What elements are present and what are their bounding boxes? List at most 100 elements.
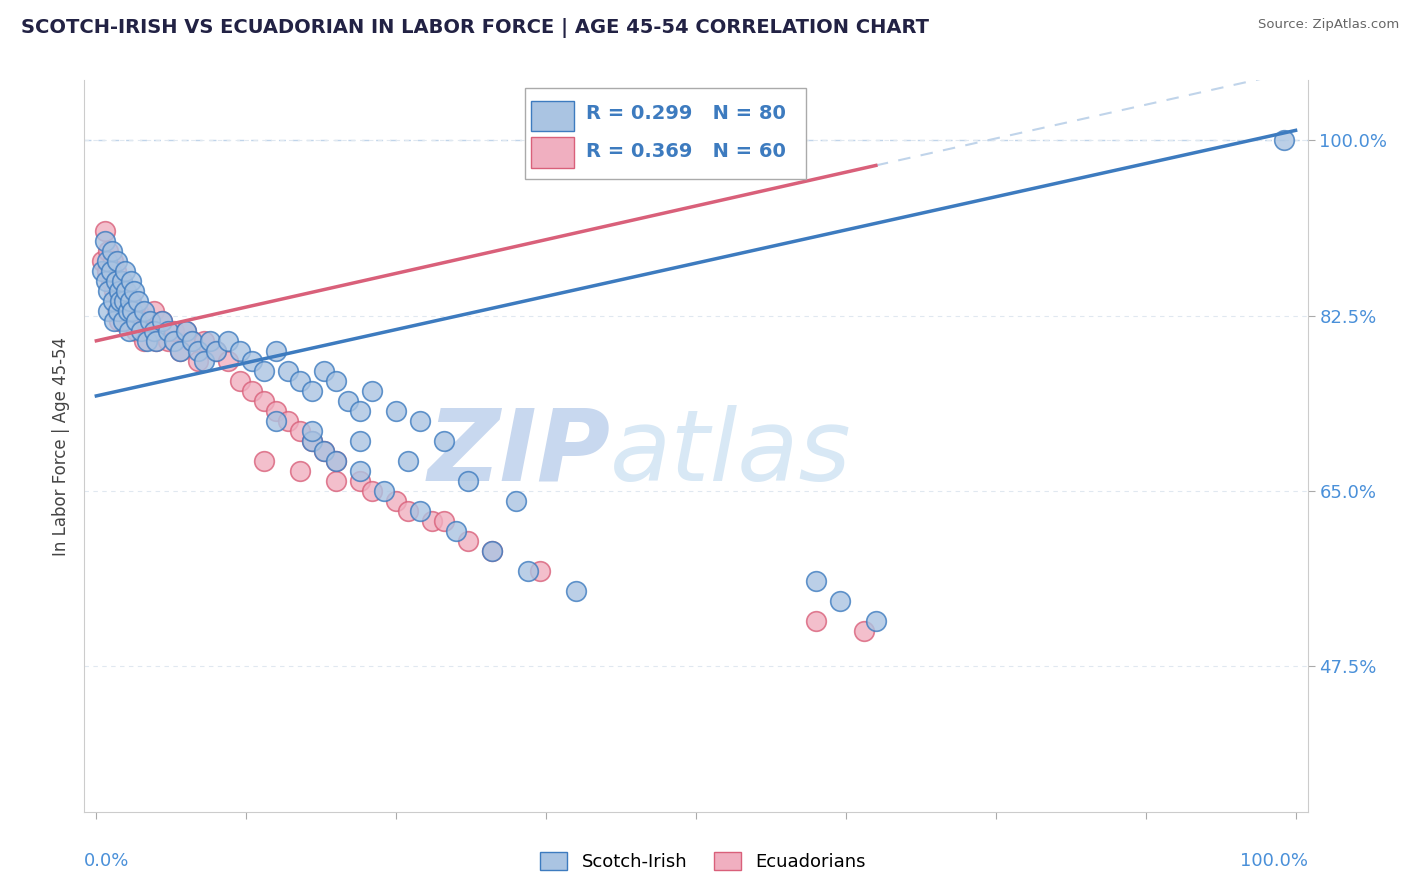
Point xyxy=(105,303,128,318)
Point xyxy=(134,303,156,318)
Point xyxy=(205,343,228,358)
Point xyxy=(264,404,287,418)
Point xyxy=(157,324,180,338)
Point xyxy=(481,544,503,558)
Point xyxy=(94,234,117,248)
Point xyxy=(111,303,134,318)
Point xyxy=(277,414,299,428)
Point xyxy=(349,404,371,418)
Text: R = 0.369   N = 60: R = 0.369 N = 60 xyxy=(586,142,786,161)
Point xyxy=(852,624,875,639)
Point xyxy=(396,454,419,468)
Point xyxy=(107,303,129,318)
Point xyxy=(150,314,173,328)
Point xyxy=(517,564,540,578)
Point xyxy=(240,384,263,398)
Text: atlas: atlas xyxy=(610,405,852,502)
Point xyxy=(433,434,456,448)
Point xyxy=(110,293,132,308)
Point xyxy=(240,354,263,368)
Point xyxy=(150,314,173,328)
Point xyxy=(110,274,132,288)
Point xyxy=(108,284,131,298)
Point xyxy=(112,293,135,308)
Y-axis label: In Labor Force | Age 45-54: In Labor Force | Age 45-54 xyxy=(52,336,70,556)
Point xyxy=(97,244,120,258)
Point xyxy=(103,284,125,298)
Point xyxy=(110,274,132,288)
Text: SCOTCH-IRISH VS ECUADORIAN IN LABOR FORCE | AGE 45-54 CORRELATION CHART: SCOTCH-IRISH VS ECUADORIAN IN LABOR FORC… xyxy=(21,18,929,37)
Point xyxy=(94,223,117,237)
Point xyxy=(457,474,479,488)
Text: Source: ZipAtlas.com: Source: ZipAtlas.com xyxy=(1258,18,1399,31)
Point xyxy=(91,263,114,277)
Point xyxy=(804,574,827,589)
Point xyxy=(127,293,149,308)
Point xyxy=(420,514,443,528)
Point xyxy=(174,324,197,338)
Point xyxy=(135,314,157,328)
Point xyxy=(301,434,323,448)
Point xyxy=(104,274,127,288)
Point xyxy=(301,424,323,438)
Point xyxy=(100,274,122,288)
Point xyxy=(325,454,347,468)
Text: 100.0%: 100.0% xyxy=(1240,852,1308,870)
Bar xyxy=(531,101,574,131)
Point xyxy=(107,284,129,298)
Point xyxy=(396,504,419,518)
Point xyxy=(529,564,551,578)
Point xyxy=(139,314,162,328)
Point xyxy=(325,454,347,468)
Point xyxy=(101,253,124,268)
Point xyxy=(373,484,395,499)
Point xyxy=(253,454,276,468)
Point xyxy=(163,334,186,348)
Point xyxy=(301,434,323,448)
Point xyxy=(200,334,222,348)
Point xyxy=(187,343,209,358)
Point xyxy=(264,414,287,428)
Point xyxy=(120,274,142,288)
Point xyxy=(314,444,336,458)
Point xyxy=(94,274,117,288)
Point xyxy=(205,343,228,358)
Point xyxy=(217,354,239,368)
Point xyxy=(174,324,197,338)
Point xyxy=(125,314,148,328)
Point xyxy=(129,324,152,338)
Point xyxy=(314,364,336,378)
Point xyxy=(229,374,252,388)
Point xyxy=(142,324,165,338)
Point xyxy=(349,474,371,488)
Point xyxy=(349,464,371,478)
Point xyxy=(139,324,162,338)
Point xyxy=(253,364,276,378)
Point xyxy=(125,324,148,338)
Point xyxy=(122,284,145,298)
Point xyxy=(349,434,371,448)
Point xyxy=(112,284,135,298)
FancyBboxPatch shape xyxy=(524,87,806,179)
Point xyxy=(127,303,149,318)
Point xyxy=(290,464,312,478)
Point xyxy=(145,334,167,348)
Point xyxy=(111,314,134,328)
Point xyxy=(325,374,347,388)
Point xyxy=(104,263,127,277)
Point xyxy=(193,334,215,348)
Legend: Scotch-Irish, Ecuadorians: Scotch-Irish, Ecuadorians xyxy=(533,845,873,879)
Point xyxy=(264,343,287,358)
Point xyxy=(115,284,138,298)
Point xyxy=(409,504,432,518)
Point xyxy=(505,494,527,508)
Point xyxy=(91,253,114,268)
Point xyxy=(187,354,209,368)
Point xyxy=(122,303,145,318)
Point xyxy=(253,393,276,408)
Point xyxy=(117,303,139,318)
Point xyxy=(100,263,122,277)
Point xyxy=(163,324,186,338)
Point xyxy=(361,484,384,499)
Point xyxy=(337,393,360,408)
